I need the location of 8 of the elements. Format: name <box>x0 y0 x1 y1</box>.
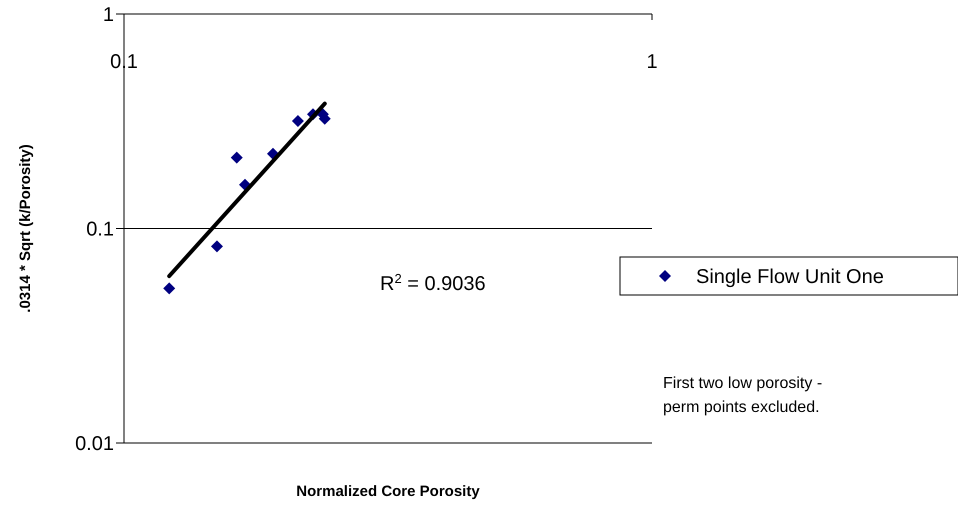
y-tick-label: 1 <box>102 4 114 26</box>
legend-label: Single Flow Unit One <box>696 266 884 288</box>
annotation: R$^{2}$ = 0.9036 <box>380 270 486 295</box>
y-tick-label: 0.1 <box>86 218 114 240</box>
y-axis-title: .0314 * Sqrt (k/Porosity) <box>17 144 34 313</box>
text: First two low porosity - perm points excluded. <box>663 375 822 416</box>
x-axis-title: Normalized Core Porosity <box>296 483 480 500</box>
y-tick-label: 0.01 <box>75 433 114 455</box>
